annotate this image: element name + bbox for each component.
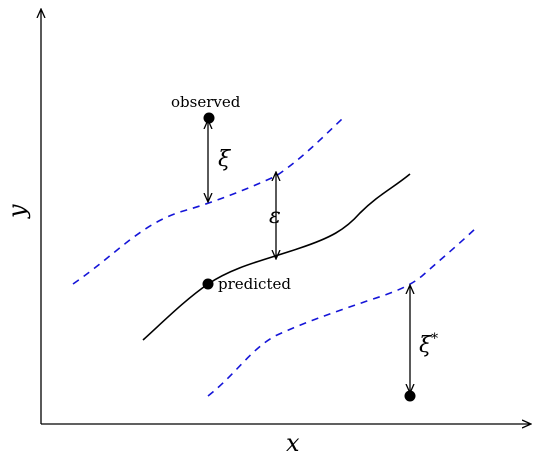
prediction-curve xyxy=(142,173,411,341)
x-axis-label: x xyxy=(286,429,300,457)
xi-label: ξ xyxy=(218,147,232,172)
xi-star-base: ξ xyxy=(419,333,433,358)
lower-band-curve xyxy=(207,227,477,397)
xi-star-label: ξ* xyxy=(419,331,438,358)
xi-star-superscript: * xyxy=(431,331,438,347)
predicted-label: predicted xyxy=(218,275,291,293)
epsilon-label: ε xyxy=(269,204,281,229)
lower-observed-point xyxy=(404,390,416,402)
observed-point xyxy=(203,112,215,124)
y-axis-label: y xyxy=(3,204,31,219)
upper-band-curve xyxy=(72,117,344,285)
observed-label: observed xyxy=(171,93,241,111)
predicted-point xyxy=(202,278,214,290)
